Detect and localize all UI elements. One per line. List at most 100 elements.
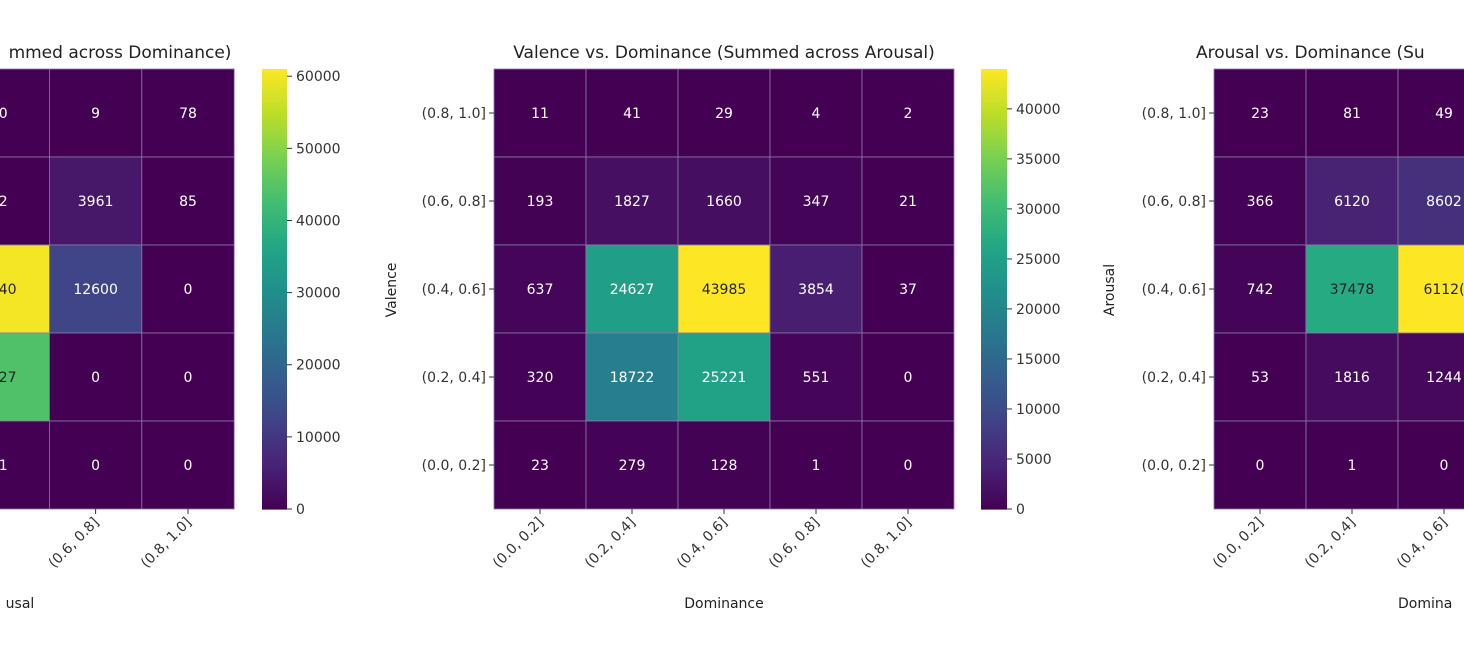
y-tick-label: (0.6, 0.8] — [1142, 194, 1206, 210]
cell-value-label: 347 — [803, 194, 830, 210]
colorbar-segment — [262, 307, 287, 312]
colorbar-tick-label: 35000 — [1016, 152, 1061, 168]
colorbar-tick-label: 30000 — [1016, 202, 1061, 218]
colorbar: 0 10000 20000 30000 40000 50000 60000 — [262, 69, 341, 518]
colorbar-segment — [981, 142, 1007, 147]
colorbar-segment — [262, 388, 287, 393]
colorbar-segment — [262, 439, 287, 444]
x-axis-label: Domina — [1398, 596, 1452, 612]
heatmap-cell — [1305, 156, 1399, 246]
colorbar-tick-label: 60000 — [296, 69, 341, 85]
colorbar-segment — [981, 252, 1007, 257]
colorbar-segment — [262, 98, 287, 103]
colorbar-segment — [262, 270, 287, 275]
colorbar-segment — [262, 157, 287, 162]
cell-value-label: 0 — [184, 282, 193, 298]
colorbar-segment — [981, 102, 1007, 107]
colorbar-segment — [981, 325, 1007, 330]
heatmap-cell — [0, 68, 50, 158]
colorbar-segment — [262, 91, 287, 96]
colorbar-tick-label: 5000 — [1016, 452, 1052, 468]
colorbar-segment — [981, 105, 1007, 110]
cell-value-label: 193 — [527, 194, 554, 210]
colorbar-segment — [262, 274, 287, 279]
colorbar-segment — [981, 454, 1007, 459]
cell-value-label: 9 — [91, 106, 100, 122]
colorbar-segment — [262, 146, 287, 151]
heatmap-cell — [49, 68, 143, 158]
x-tick-labels: (0.0, 0.2] (0.2, 0.4] (0.4, 0.6] (0.6, 0.8]… — [490, 509, 915, 571]
colorbar-segment — [262, 267, 287, 272]
chart-title: mmed across Dominance) — [9, 43, 232, 63]
cell-value-label: 6112( — [1423, 282, 1464, 298]
colorbar-segment — [981, 402, 1007, 407]
colorbar-segment — [981, 358, 1007, 363]
heatmap-cells — [493, 68, 955, 510]
cell-value-label: 637 — [527, 282, 554, 298]
cell-value-label: 43985 — [702, 282, 747, 298]
cell-value-label: 0 — [0, 106, 8, 122]
heatmap-cell — [1397, 332, 1464, 422]
cell-value-label: 540 — [0, 282, 17, 298]
colorbar-segment — [981, 336, 1007, 341]
cell-value-label: 41 — [623, 106, 641, 122]
colorbar-segment — [981, 131, 1007, 136]
colorbar-segment — [262, 245, 287, 250]
colorbar-segment — [262, 138, 287, 143]
heatmap-cell — [0, 332, 50, 422]
cell-value-label: 3961 — [78, 194, 114, 210]
colorbar-segment — [981, 428, 1007, 433]
colorbar-segment — [262, 505, 287, 510]
colorbar-segment — [981, 69, 1007, 74]
colorbar-segment — [981, 314, 1007, 319]
cell-value-label: 12600 — [73, 282, 118, 298]
colorbar-segment — [981, 483, 1007, 488]
colorbar-segment — [981, 311, 1007, 316]
colorbar-segment — [262, 476, 287, 481]
colorbar-segment — [262, 322, 287, 327]
colorbar-segment — [262, 212, 287, 217]
colorbar-segment — [981, 116, 1007, 121]
colorbar-segment — [262, 223, 287, 228]
colorbar-segment — [262, 369, 287, 374]
colorbar-segment — [262, 197, 287, 202]
colorbar-segment — [262, 336, 287, 341]
colorbar-segment — [262, 377, 287, 382]
colorbar-segment — [981, 399, 1007, 404]
colorbar-segment — [981, 146, 1007, 151]
cell-value-label: 0 — [1256, 458, 1265, 474]
colorbar-segment — [262, 105, 287, 110]
colorbar-segment — [981, 87, 1007, 92]
colorbar-segment — [981, 344, 1007, 349]
colorbar-segment — [262, 182, 287, 187]
colorbar-tick-label: 0 — [1016, 502, 1025, 518]
colorbar-segment — [262, 94, 287, 99]
colorbar-segment — [262, 204, 287, 209]
colorbar-segment — [981, 80, 1007, 85]
colorbar-segment — [262, 402, 287, 407]
colorbar-segment — [262, 168, 287, 173]
heatmap-cell — [677, 420, 771, 510]
x-tick-labels: (0.6, 0.8] (0.8, 1.0] — [46, 509, 195, 571]
colorbar-segment — [262, 149, 287, 154]
colorbar-segment — [981, 303, 1007, 308]
colorbar-segment — [981, 377, 1007, 382]
cell-value-label: 0 — [91, 370, 100, 386]
heatmap-cell — [769, 420, 863, 510]
colorbar-segment — [981, 505, 1007, 510]
colorbar-segment — [262, 446, 287, 451]
colorbar-segment — [981, 120, 1007, 125]
colorbar-segment — [262, 259, 287, 264]
colorbar-segment — [981, 329, 1007, 334]
colorbar-segment — [262, 135, 287, 140]
colorbar-segment — [981, 498, 1007, 503]
cell-value-label: 18722 — [610, 370, 655, 386]
colorbar-tick-label: 40000 — [1016, 102, 1061, 118]
colorbar-segment — [981, 406, 1007, 411]
colorbar-segment — [981, 347, 1007, 352]
colorbar-segment — [981, 91, 1007, 96]
cell-value-label: 23 — [1251, 106, 1269, 122]
colorbar-segment — [981, 267, 1007, 272]
cell-value-label: 366 — [1247, 194, 1274, 210]
colorbar-segment — [262, 366, 287, 371]
